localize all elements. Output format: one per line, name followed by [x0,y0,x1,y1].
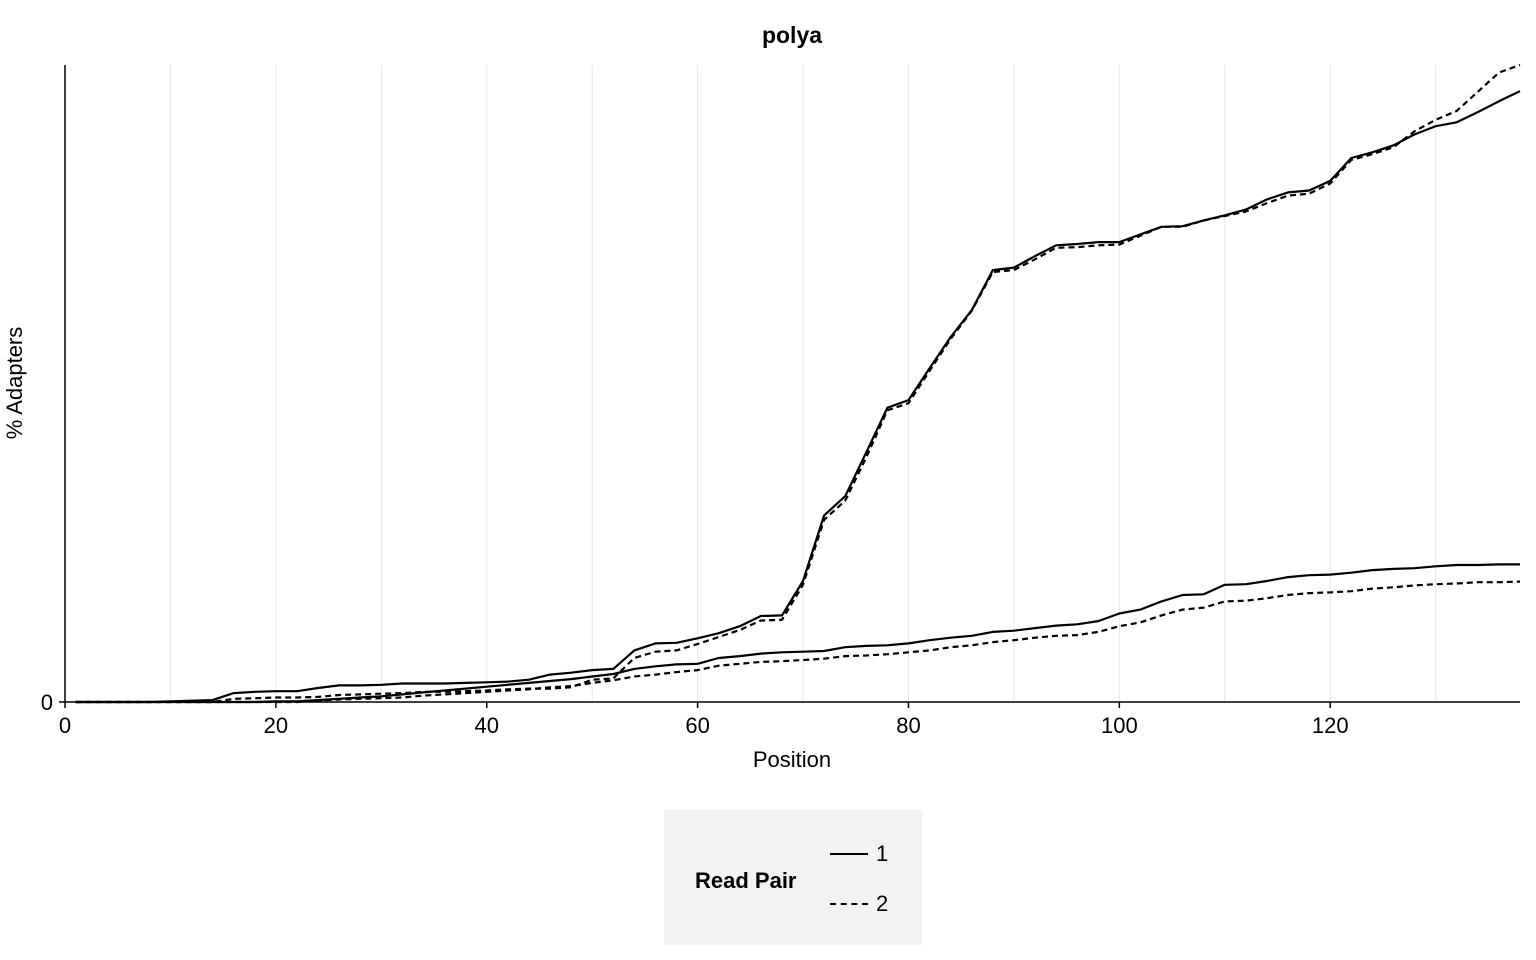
series-lines [75,63,1521,704]
x-tick-label: 100 [1101,713,1138,738]
x-tick-label: 80 [896,713,920,738]
series-line-read-pair-2-2 [75,63,1521,704]
series-line-read-pair-1-1 [75,563,1520,704]
dashed-line-swatch-icon [830,903,868,905]
series-line-read-pair-1-0 [75,90,1521,704]
legend: Read Pair 1 2 [664,810,922,945]
vertical-gridlines [169,65,1437,702]
legend-label: 2 [876,891,889,916]
x-tick-label: 20 [264,713,288,738]
x-tick-label: 0 [59,713,71,738]
series-line-read-pair-2-3 [75,580,1521,704]
chart-title: polya [762,22,822,48]
legend-label: 1 [876,841,889,866]
x-tick-label: 120 [1312,713,1349,738]
x-axis-label: Position [753,747,831,772]
x-tick-label: 60 [685,713,709,738]
axes: 0 20 40 60 80 100 120 0 [41,65,1520,738]
x-tick-label: 40 [474,713,498,738]
y-tick-label: 0 [41,690,53,715]
solid-line-swatch-icon [830,853,868,855]
legend-title: Read Pair [695,868,797,893]
y-axis-label: % Adapters [2,327,27,440]
